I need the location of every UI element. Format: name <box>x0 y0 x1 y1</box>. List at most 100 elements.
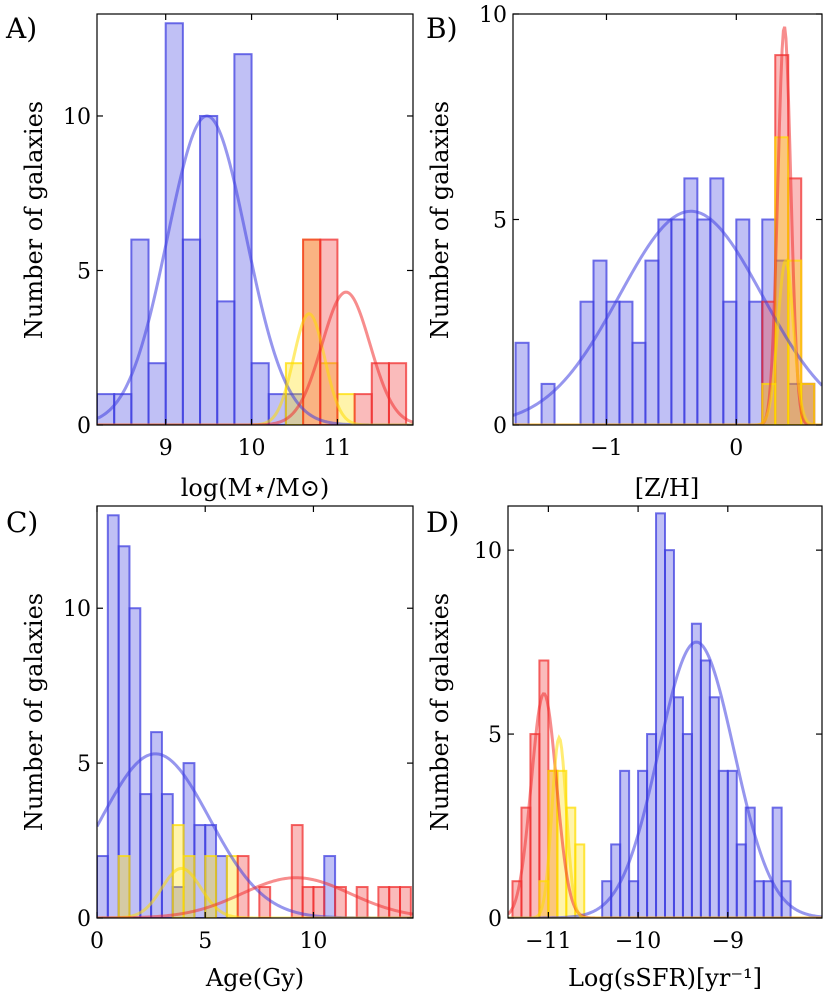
blue-histogram-bar <box>717 769 729 918</box>
y-tick-label: 5 <box>488 723 502 748</box>
blue-histogram-bar <box>646 733 658 918</box>
blue-histogram-bar <box>681 733 693 918</box>
panel-label: D) <box>426 506 459 539</box>
blue-histogram-bar <box>748 300 764 425</box>
panel-a: A) 9 10 11 0 5 10 log(M⋆/M⊙) Number of galaxi… <box>5 12 414 502</box>
blue-histogram-bar <box>605 300 621 425</box>
y-tick-label: 10 <box>479 3 507 28</box>
x-axis-label: [Z/H] <box>635 474 699 502</box>
panel-label: C) <box>6 506 38 539</box>
red-gaussian-fit-curve <box>97 876 413 918</box>
data-layer <box>508 512 822 918</box>
plot-area: 0 5 10 0 5 10 <box>63 506 413 954</box>
yellow-gaussian-fit-curve <box>513 258 822 425</box>
plot-area: 9 10 11 0 5 10 <box>63 14 413 461</box>
blue-histogram-bar <box>619 769 631 918</box>
yellow-gaussian-fit-curve <box>508 734 822 918</box>
blue-histogram-bar <box>160 793 174 918</box>
blue-histogram-bar <box>139 793 153 918</box>
x-tick-label: −11 <box>525 929 571 954</box>
blue-histogram-bar <box>699 659 711 918</box>
blue-histogram-bar <box>628 880 640 918</box>
panel-b: B) −1 0 0 5 10 [Z/H] Number of galaxies <box>426 3 823 502</box>
blue-histogram-bar <box>762 880 774 918</box>
y-tick-label: 0 <box>488 907 502 932</box>
axes-frame <box>507 505 823 919</box>
x-tick-label: −10 <box>615 929 661 954</box>
blue-histogram-bar <box>690 622 702 918</box>
blue-histogram-bar <box>233 53 253 425</box>
x-axis-label: Log(sSFR)[yr⁻¹] <box>568 964 762 992</box>
y-tick-label: 5 <box>493 209 507 234</box>
blue-histogram-bar <box>147 362 167 425</box>
red-histogram-bar <box>387 362 408 425</box>
x-tick-label: 10 <box>238 436 266 461</box>
blue-histogram-bar <box>644 259 660 425</box>
y-axis-label: Number of galaxies <box>20 101 48 339</box>
blue-histogram-bar <box>683 177 699 425</box>
yellow-histogram-bar <box>574 843 586 918</box>
x-tick-label: −9 <box>712 929 744 954</box>
yellow-histogram-bar <box>182 855 196 918</box>
x-tick-label: −1 <box>590 436 622 461</box>
y-tick-label: 0 <box>77 414 91 439</box>
red-histogram-bar <box>388 886 402 918</box>
red-histogram-bar <box>312 886 326 918</box>
data-layer <box>97 514 413 918</box>
blue-histogram-bar <box>735 218 751 425</box>
blue-histogram-bar <box>753 880 765 918</box>
blue-histogram-bar <box>722 300 738 425</box>
red-histogram-bar <box>355 886 369 918</box>
blue-histogram-bar <box>696 218 712 425</box>
blue-histogram-bar <box>164 22 184 425</box>
blue-histogram-bar <box>579 300 595 425</box>
x-tick-label: 0 <box>729 436 743 461</box>
blue-histogram-bar <box>193 824 207 918</box>
y-tick-label: 0 <box>77 907 91 932</box>
blue-histogram-bar <box>113 393 133 425</box>
red-histogram-bar <box>236 855 250 918</box>
blue-histogram-bar <box>199 114 219 425</box>
data-layer <box>97 22 413 425</box>
blue-histogram-bar <box>672 696 684 918</box>
blue-histogram-bar <box>664 549 675 918</box>
x-axis-label: log(M⋆/M⊙) <box>181 474 330 502</box>
blue-histogram-bar <box>744 806 756 918</box>
axes-frame <box>512 13 823 426</box>
x-tick-label: 0 <box>90 929 104 954</box>
y-axis-label: Number of galaxies <box>426 101 454 339</box>
x-tick-label: 9 <box>159 436 173 461</box>
axes-frame <box>96 505 414 919</box>
red-histogram-bar <box>258 886 272 918</box>
red-histogram-bar <box>399 886 412 918</box>
blue-histogram-bar <box>709 177 725 425</box>
red-histogram-bar <box>377 886 391 918</box>
blue-histogram-bar <box>735 843 747 918</box>
blue-histogram-bar <box>631 341 647 425</box>
red-histogram-bar <box>290 824 304 918</box>
blue-histogram-bar <box>655 512 666 918</box>
x-tick-label: 11 <box>323 436 351 461</box>
blue-gaussian-fit-curve <box>513 209 822 417</box>
x-axis-label: Age(Gy) <box>205 964 304 992</box>
blue-histogram-bar <box>592 259 608 425</box>
blue-histogram-bar <box>610 843 622 918</box>
axes-frame <box>96 13 414 426</box>
plot-area: −11 −10 −9 0 5 10 <box>474 506 822 954</box>
blue-histogram-bar <box>106 514 120 918</box>
blue-histogram-bar <box>657 218 673 425</box>
red-gaussian-fit-curve <box>513 26 822 425</box>
blue-histogram-bar <box>250 362 270 425</box>
red-histogram-bar <box>353 393 373 425</box>
y-tick-label: 10 <box>474 539 502 564</box>
red-gaussian-fit-curve <box>508 692 822 918</box>
blue-histogram-bar <box>771 806 783 918</box>
x-tick-label: 10 <box>299 929 327 954</box>
blue-histogram-bar <box>97 855 109 918</box>
panel-label: A) <box>5 12 37 45</box>
panel-label: B) <box>426 12 458 45</box>
y-tick-label: 0 <box>493 414 507 439</box>
blue-histogram-bar <box>637 769 649 918</box>
y-axis-label: Number of galaxies <box>426 593 454 831</box>
